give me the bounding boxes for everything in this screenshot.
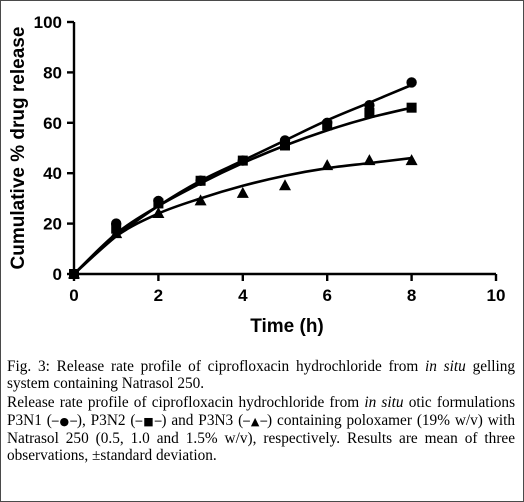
data-point-p3n2 — [406, 102, 417, 113]
data-point-p3n2 — [280, 140, 290, 151]
y-tick-label: 40 — [43, 164, 62, 183]
chart-markers — [68, 77, 418, 280]
x-tick-label: 2 — [154, 286, 163, 305]
fit-line-p3n3 — [73, 156, 412, 275]
data-point-p3n2 — [195, 175, 206, 186]
data-point-p3n2 — [364, 107, 375, 118]
legend-symbol-square: ─■─ — [135, 414, 162, 428]
caption-body: Release rate profile of ciprofloxacin hy… — [7, 394, 515, 464]
caption-fig-label: Fig. 3: — [7, 358, 50, 375]
data-point-p3n2 — [237, 155, 248, 166]
x-tick-label: 10 — [487, 286, 506, 305]
caption-body-text-a: Release rate profile of ciprofloxacin hy… — [7, 394, 360, 412]
data-point-p3n3 — [405, 154, 418, 166]
caption-body-text-d: ) and P3N3 ( — [161, 411, 244, 429]
y-tick-label: 80 — [43, 63, 62, 82]
data-point-p3n3 — [321, 159, 334, 171]
caption-body-text-c: ), P3N2 ( — [76, 411, 136, 429]
data-point-p3n2 — [153, 198, 164, 209]
caption-body-text-e: ) containing poloxamer (19% w/v) with Na… — [7, 411, 515, 465]
legend-symbol-circle: ─●─ — [51, 414, 77, 428]
data-point-p3n3 — [152, 207, 165, 219]
data-point-p3n3 — [194, 194, 207, 206]
data-point-p3n2 — [322, 120, 333, 131]
caption-title-italic: in situ — [425, 358, 466, 375]
y-axis-title: Cumulative % drug release — [8, 27, 29, 270]
x-tick-label: 0 — [69, 286, 78, 305]
caption-body-italic: in situ — [364, 394, 404, 412]
caption-title: Fig. 3: Release rate profile of ciproflo… — [7, 358, 515, 392]
caption-title-text-a: Release rate profile of ciprofloxacin hy… — [56, 358, 419, 375]
x-axis-title: Time (h) — [250, 316, 324, 337]
y-tick-label: 60 — [43, 114, 62, 133]
x-tick-label: 8 — [407, 286, 416, 305]
caption-body-text-b: otic formulations P3N1 ( — [7, 394, 516, 429]
figure-caption: Fig. 3: Release rate profile of ciproflo… — [7, 358, 515, 464]
legend-symbol-triangle: ─▲─ — [243, 414, 268, 428]
data-point-p3n1 — [406, 77, 417, 88]
fit-line-p3n1 — [73, 83, 413, 275]
y-tick-label: 100 — [34, 13, 62, 32]
data-point-p3n3 — [279, 179, 291, 191]
chart-fit-lines — [73, 83, 413, 275]
data-point-p3n3 — [363, 154, 376, 166]
data-point-p3n3 — [236, 186, 249, 198]
x-tick-label: 6 — [322, 286, 331, 305]
x-tick-label: 4 — [238, 286, 248, 305]
y-tick-label: 0 — [53, 265, 62, 284]
caption-title-text-b: gelling system containing Natrasol 250. — [7, 358, 516, 393]
data-point-p3n3 — [68, 267, 80, 279]
data-point-p3n3 — [110, 227, 123, 239]
y-tick-label: 20 — [43, 215, 62, 234]
